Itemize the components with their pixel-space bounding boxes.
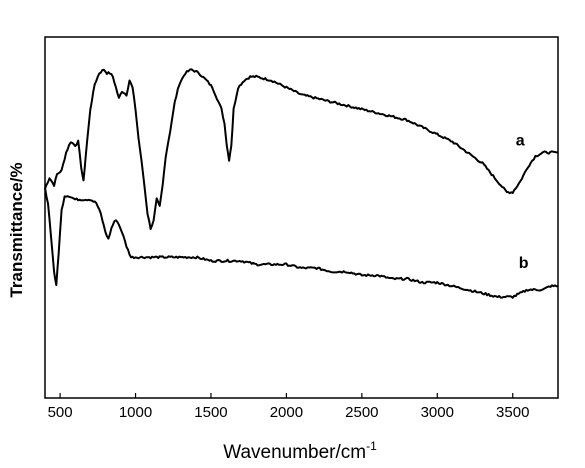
x-axis-title-superscript: -1 [366, 439, 377, 453]
x-tick-label: 500 [48, 404, 73, 421]
series-labels: ab [516, 132, 529, 272]
x-tick-label: 1500 [194, 404, 227, 421]
series-label-b: b [519, 255, 529, 272]
x-axis-title-text: Wavenumber/cm [223, 442, 366, 463]
plot-frame [44, 36, 559, 399]
x-axis-title: Wavenumber/cm-1 [223, 439, 377, 463]
x-tick-label: 3000 [421, 404, 454, 421]
x-tick-label: 2000 [270, 404, 303, 421]
x-ticks: 500 1000 1500 2000 2500 3000 3500 [48, 393, 529, 421]
series-line-b [44, 187, 559, 299]
y-axis-title: Transmittance/% [7, 162, 26, 297]
series-line-a [44, 68, 559, 231]
x-tick-label: 2500 [345, 404, 378, 421]
x-tick-label: 3500 [496, 404, 529, 421]
series-label-a: a [516, 132, 525, 149]
x-tick-label: 1000 [119, 404, 152, 421]
series-layer [44, 68, 559, 299]
